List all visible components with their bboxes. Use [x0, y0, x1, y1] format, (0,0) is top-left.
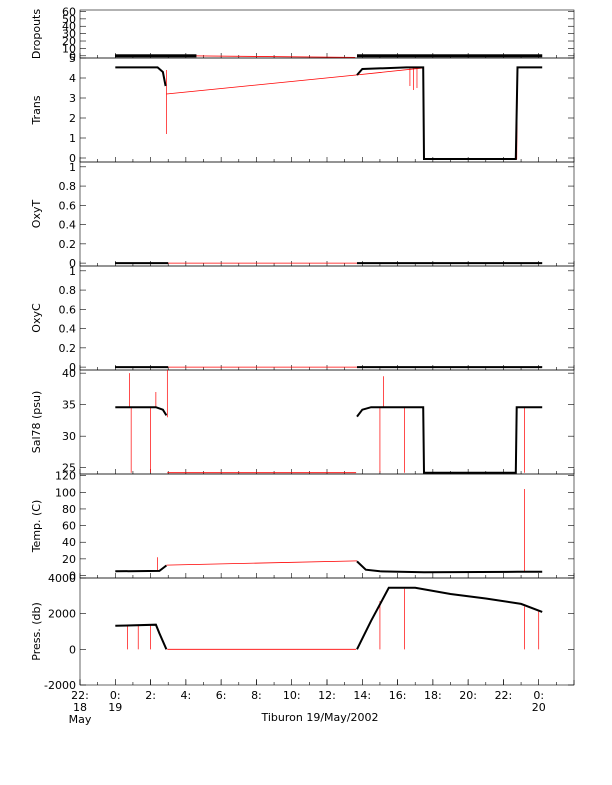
- x-tick-label: 0:: [110, 689, 121, 702]
- panel-frame-press: [79, 577, 575, 686]
- y-tick-label: 5: [69, 52, 76, 65]
- y-tick-label: 40: [62, 536, 76, 549]
- panel-trans: 0 1 2 3 4 5 Trans: [30, 52, 575, 165]
- y-axis-label-sal: Sal78 (psu): [30, 391, 43, 454]
- y-tick-label: 120: [55, 470, 76, 483]
- y-tick-label: 2000: [48, 608, 76, 621]
- x-tick-label: 0:: [533, 689, 544, 702]
- y-tick-label: 3: [69, 92, 76, 105]
- x-tick-label: 20: [532, 701, 546, 714]
- panel-temp: 0 20 40 60 80 100 120 Temp. (C): [30, 470, 575, 583]
- y-tick-label: 10: [62, 42, 76, 55]
- y-tick-label: 0.6: [59, 199, 77, 212]
- x-tick-label: 22:: [71, 689, 89, 702]
- y-tick-label: -2000: [44, 679, 76, 692]
- panel-oxyc: 0 0.2 0.4 0.6 0.8 1 OxyC: [30, 265, 575, 374]
- y-tick-label: 0: [69, 570, 76, 583]
- black-series-press: [115, 623, 168, 650]
- red-series-dropouts: [167, 55, 356, 58]
- x-tick-label: 10:: [283, 689, 301, 702]
- x-tick-label: 20:: [459, 689, 477, 702]
- x-tick-label: 12:: [318, 689, 336, 702]
- y-tick-label: 40: [62, 367, 76, 380]
- black-series-dropouts: [356, 54, 543, 58]
- y-tick-label: 0.2: [59, 342, 77, 355]
- y-tick-label: 0.6: [59, 303, 77, 316]
- y-tick-label: 1: [69, 265, 76, 278]
- black-series-dropouts: [115, 54, 197, 58]
- panel-frame-oxyt: [79, 161, 575, 267]
- y-tick-label: 4: [69, 72, 76, 85]
- panel-oxyt: 0 0.2 0.4 0.6 0.8 1 OxyT: [30, 161, 575, 270]
- x-tick-label: 4:: [180, 689, 191, 702]
- y-tick-label: 0: [69, 257, 76, 270]
- y-tick-label: 60: [62, 520, 76, 533]
- y-axis-label-oxyc: OxyC: [30, 303, 43, 333]
- black-series-trans: [115, 66, 167, 87]
- y-tick-label: 0.4: [59, 323, 77, 336]
- y-tick-label: 0: [69, 152, 76, 165]
- x-tick-label: May: [69, 713, 92, 726]
- y-tick-label: 35: [62, 399, 76, 412]
- black-series-sal: [356, 406, 543, 474]
- y-axis-label-oxyt: OxyT: [30, 200, 43, 229]
- y-tick-label: 0: [69, 50, 76, 63]
- y-axis-label-trans: Trans: [30, 95, 43, 125]
- y-axis-label-press: Press. (db): [30, 602, 43, 661]
- y-tick-label: 2: [69, 112, 76, 125]
- y-axis-label-temp: Temp. (C): [30, 500, 43, 554]
- y-tick-label: 30: [62, 430, 76, 443]
- x-tick-label: 16:: [389, 689, 407, 702]
- y-tick-label: 1: [69, 161, 76, 174]
- y-tick-label: 20: [62, 35, 76, 48]
- black-series-trans: [356, 66, 543, 160]
- panel-frame-sal: [79, 369, 575, 475]
- red-series-temp: [166, 560, 358, 566]
- panel-frame-trans: [79, 57, 575, 163]
- black-series-temp: [356, 560, 543, 574]
- panel-frame-temp: [79, 473, 575, 579]
- y-tick-label: 60: [62, 5, 76, 18]
- x-axis-label: Tiburon 19/May/2002: [260, 711, 378, 724]
- black-series-temp: [115, 564, 168, 573]
- x-tick-label: 18:: [424, 689, 442, 702]
- y-axis-label-dropouts: Dropouts: [30, 9, 43, 59]
- chart-panels: 0102030405060Dropouts012345Trans00.20.40…: [30, 5, 575, 692]
- y-tick-label: 80: [62, 503, 76, 516]
- y-tick-label: 20: [62, 553, 76, 566]
- x-tick-label: 22:: [495, 689, 513, 702]
- x-tick-label: 18: [73, 701, 87, 714]
- y-tick-label: 100: [55, 486, 76, 499]
- black-series-press: [356, 586, 543, 650]
- red-series-trans: [166, 67, 518, 160]
- panel-frame-oxyc: [79, 265, 575, 371]
- panel-press: -2000 0 2000 4000 Press. (db): [30, 572, 575, 692]
- x-tick-label: 8:: [251, 689, 262, 702]
- y-tick-label: 0.8: [59, 180, 77, 193]
- x-tick-label: 2:: [145, 689, 156, 702]
- y-tick-label: 0.2: [59, 238, 77, 251]
- y-tick-label: 25: [62, 462, 76, 475]
- y-tick-label: 40: [62, 20, 76, 33]
- y-tick-label: 30: [62, 28, 76, 41]
- x-tick-label: 6:: [216, 689, 227, 702]
- y-tick-label: 0: [69, 643, 76, 656]
- panel-sal: 25 30 35 40 Sal78 (psu): [30, 367, 575, 475]
- y-tick-label: 50: [62, 13, 76, 26]
- y-tick-label: 0.4: [59, 219, 77, 232]
- x-tick-label: 14:: [353, 689, 371, 702]
- y-tick-label: 0: [69, 361, 76, 374]
- x-tick-label: 19: [108, 701, 122, 714]
- y-tick-label: 4000: [48, 572, 76, 585]
- y-tick-label: 0.8: [59, 284, 77, 297]
- y-tick-label: 1: [69, 132, 76, 145]
- black-series-sal: [115, 406, 168, 416]
- panel-frame-dropouts: [79, 9, 575, 59]
